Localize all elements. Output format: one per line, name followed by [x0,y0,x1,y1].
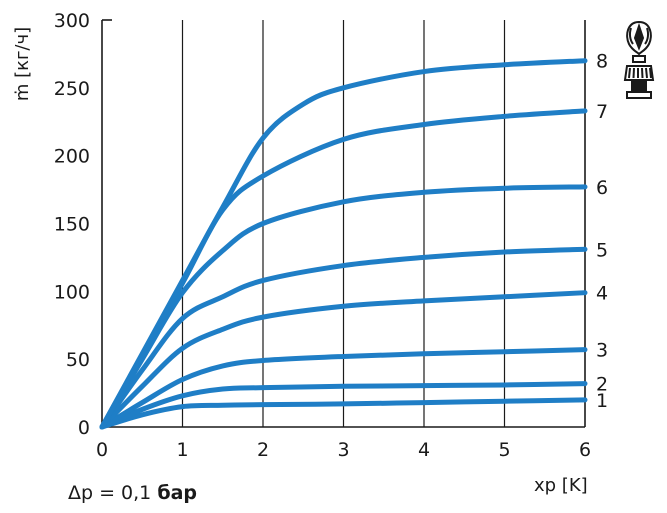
y-tick-label-0: 0 [78,417,90,439]
y-tick-label-100: 100 [54,281,90,303]
x-tick-label-3: 3 [337,439,349,461]
series-line-3 [99,347,588,430]
y-tick-label-150: 150 [54,214,90,236]
series-line-8 [99,58,588,430]
series-label-3: 3 [596,340,608,362]
x-tick-label-0: 0 [96,439,108,461]
x-tick-label-5: 5 [498,439,510,461]
series-line-5 [99,246,588,430]
y-axis-title: ṁ [кг/ч] [12,27,33,101]
tick-labels: 0 50 100 150 200 250 300 0 1 2 3 4 5 6 [54,10,591,461]
series-label-8: 8 [596,51,608,73]
pressure-note-unit: бар [157,482,198,504]
pressure-note: Δp = 0,1 бар [68,482,197,504]
series-line-4 [99,290,588,430]
series-label-2: 2 [596,374,608,396]
series-label-6: 6 [596,177,608,199]
series-label-5: 5 [596,239,608,261]
x-tick-label-4: 4 [418,439,430,461]
series-label-4: 4 [596,283,608,305]
series-line-1 [99,397,588,430]
series-labels: 12 3 4 5 6 7 8 [596,51,608,412]
x-tick-label-6: 6 [579,439,591,461]
y-tick-label-200: 200 [54,146,90,168]
y-tick-label-50: 50 [66,349,90,371]
pressure-note-value: Δp = 0,1 [68,482,158,504]
series-label-1: 1 [596,390,608,412]
y-tick-label-250: 250 [54,78,90,100]
x-tick-label-2: 2 [257,439,269,461]
y-tick-label-300: 300 [54,10,90,32]
axes [101,19,585,428]
x-tick-label-1: 1 [176,439,188,461]
series-lines [99,58,588,430]
series-line-2 [99,381,588,430]
series-label-7: 7 [596,101,608,123]
grid [181,20,586,427]
thermostatic-valve-head-icon [623,20,655,99]
x-axis-title: xp [K] [534,475,588,496]
